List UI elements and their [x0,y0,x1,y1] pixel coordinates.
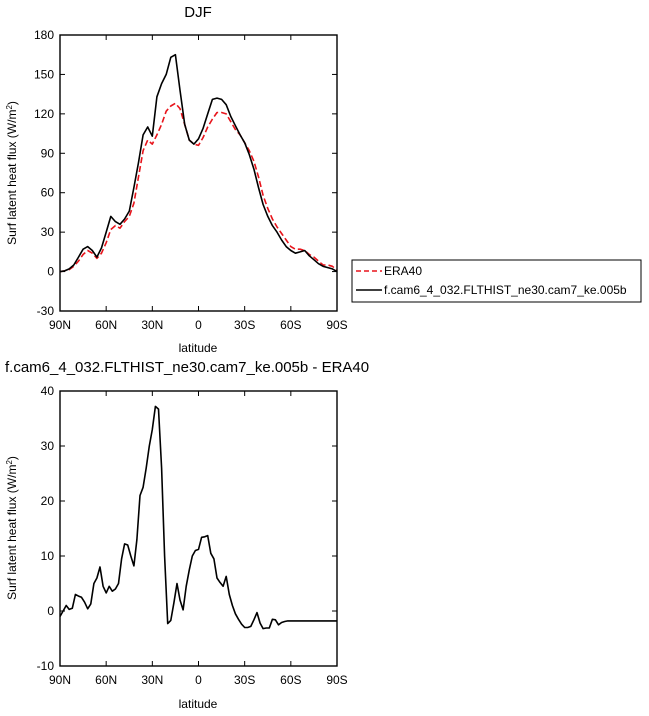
top-y-axis-label: Surf latent heat flux (W/m2) [5,101,20,245]
top-x-tick-label: 30S [234,318,255,332]
bottom-x-tick-label: 90N [49,673,71,687]
bottom-x-axis: 90N 60N 30N 0 30S 60S 90S [49,391,348,687]
top-chart-title: DJF [184,4,212,21]
top-x-tick-label: 90N [49,318,71,332]
bottom-series-line-0 [59,405,337,630]
bottom-y-axis: -10 0 10 20 30 40 [37,384,337,673]
top-y-tick-label: 150 [34,67,54,81]
top-series-line-0 [59,102,338,273]
top-x-tick-label: 0 [195,318,202,332]
bottom-chart-title: f.cam6_4_032.FLTHIST_ne30.cam7_ke.005b -… [5,359,369,376]
legend-label-era40: ERA40 [384,264,422,278]
top-y-tick-label: 90 [41,146,55,160]
bottom-y-tick-label: 20 [41,494,55,508]
top-plot-frame [59,34,338,312]
top-y-tick-label: 0 [47,265,54,279]
bottom-x-axis-label: latitude [179,697,218,711]
bottom-y-tick-label: 0 [47,604,54,618]
bottom-x-tick-label: 60N [95,673,117,687]
top-x-tick-label: 90S [326,318,347,332]
top-y-tick-label: 180 [34,28,54,42]
top-x-tick-label: 30N [141,318,163,332]
bottom-panel: f.cam6_4_032.FLTHIST_ne30.cam7_ke.005b -… [5,359,370,711]
top-y-tick-label: 60 [41,186,55,200]
top-series-lines [59,53,338,273]
bottom-y-tick-label: 30 [41,439,55,453]
bottom-y-tick-label: 10 [41,549,55,563]
top-panel: DJF -30 0 30 60 90 120 150 180 90N 60N 30N 0 30S 60S… [5,4,348,355]
top-x-tick-label: 60N [95,318,117,332]
top-x-axis-label: latitude [179,341,218,355]
bottom-series-lines [59,405,337,630]
bottom-x-tick-label: 30N [141,673,163,687]
bottom-y-tick-label: 40 [41,384,55,398]
bottom-x-tick-label: 30S [234,673,255,687]
top-y-axis: -30 0 30 60 90 120 150 180 [34,28,337,318]
legend-box [351,259,642,303]
top-y-tick-label: 120 [34,107,54,121]
top-series-line-1 [59,53,338,273]
top-x-axis: 90N 60N 30N 0 30S 60S 90S [49,35,348,332]
top-y-tick-label: -30 [37,304,55,318]
bottom-x-tick-label: 90S [326,673,347,687]
bottom-y-axis-label: Surf latent heat flux (W/m2) [5,456,20,600]
bottom-x-tick-label: 0 [195,673,202,687]
legend-label-model: f.cam6_4_032.FLTHIST_ne30.cam7_ke.005b [384,283,627,297]
top-x-tick-label: 60S [280,318,301,332]
bottom-y-tick-label: -10 [37,659,55,673]
bottom-x-tick-label: 60S [280,673,301,687]
bottom-plot-frame [59,390,338,667]
top-y-tick-label: 30 [41,225,55,239]
legend: ERA40 f.cam6_4_032.FLTHIST_ne30.cam7_ke.… [351,259,642,303]
